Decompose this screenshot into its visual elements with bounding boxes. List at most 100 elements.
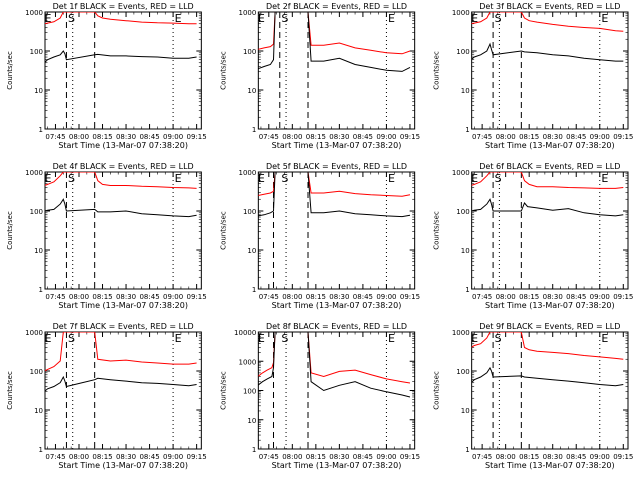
- y-tick-label: 1: [39, 126, 43, 134]
- x-tick-label: 09:00: [590, 453, 610, 461]
- events-series-line: [45, 375, 197, 392]
- y-tick-label: 100: [30, 208, 43, 216]
- x-tick-label: 08:30: [116, 133, 136, 141]
- x-tick-label: 08:15: [519, 133, 539, 141]
- x-tick-label: 09:15: [187, 293, 207, 301]
- x-tick-label: 08:00: [496, 133, 516, 141]
- x-tick-label: 09:15: [613, 293, 633, 301]
- x-tick-label: 08:30: [329, 453, 349, 461]
- x-tick-label: 09:15: [400, 453, 420, 461]
- x-tick-label: 08:15: [519, 293, 539, 301]
- saa-marker: S: [281, 12, 288, 25]
- detector-panel: Det 5f BLACK = Events, RED = LLD 1 10 100 10…: [219, 162, 420, 310]
- x-tick-label: 08:30: [543, 293, 563, 301]
- x-tick-label: 08:00: [282, 133, 302, 141]
- x-tick-label: 07:45: [45, 293, 65, 301]
- x-tick-label: 08:45: [566, 293, 586, 301]
- x-tick-label: 08:45: [139, 453, 159, 461]
- x-tick-label: 07:45: [45, 133, 65, 141]
- x-tick-label: 09:00: [163, 293, 183, 301]
- x-tick-label: 09:00: [590, 293, 610, 301]
- y-tick-label: 1000: [239, 9, 257, 17]
- lld-series-line: [471, 12, 624, 32]
- panel-title: Det 4f BLACK = Events, RED = LLD: [53, 162, 194, 171]
- x-tick-label: 09:15: [400, 293, 420, 301]
- y-axis-label: Counts/sec: [6, 211, 14, 250]
- y-tick-label: 1000: [452, 329, 470, 337]
- y-tick-label: 1000: [239, 358, 257, 366]
- detector-panel: Det 8f BLACK = Events, RED = LLD 1 10 100 10…: [219, 322, 420, 470]
- x-tick-label: 09:15: [400, 133, 420, 141]
- eclipse-marker: E: [44, 332, 51, 345]
- saa-marker: S: [281, 172, 288, 185]
- x-tick-label: 08:15: [306, 453, 326, 461]
- x-tick-label: 08:45: [353, 453, 373, 461]
- y-tick-label: 1000: [25, 329, 43, 337]
- panel-title: Det 2f BLACK = Events, RED = LLD: [266, 2, 407, 11]
- y-tick-label: 10: [461, 407, 470, 415]
- y-tick-label: 1: [465, 126, 469, 134]
- plot-frame: [44, 331, 202, 450]
- x-tick-label: 08:15: [306, 293, 326, 301]
- y-tick-label: 10: [247, 247, 256, 255]
- y-tick-label: 10: [34, 247, 43, 255]
- y-tick-label: 10: [34, 87, 43, 95]
- x-tick-label: 09:15: [187, 453, 207, 461]
- x-tick-label: 08:00: [282, 453, 302, 461]
- x-tick-label: 08:15: [306, 133, 326, 141]
- x-tick-label: 08:30: [543, 133, 563, 141]
- x-tick-label: 09:00: [163, 133, 183, 141]
- y-tick-label: 1: [252, 446, 256, 454]
- x-tick-label: 08:45: [566, 133, 586, 141]
- panel-title: Det 1f BLACK = Events, RED = LLD: [53, 2, 194, 11]
- y-tick-label: 1: [252, 126, 256, 134]
- x-tick-label: 08:00: [69, 293, 89, 301]
- x-tick-label: 09:15: [613, 133, 633, 141]
- events-series-line: [471, 42, 624, 62]
- y-tick-label: 100: [243, 48, 256, 56]
- eclipse-marker: E: [44, 172, 51, 185]
- saa-marker: S: [495, 12, 502, 25]
- y-tick-label: 10000: [234, 329, 256, 337]
- detector-panel: Det 2f BLACK = Events, RED = LLD 1 10 100 10…: [219, 2, 420, 150]
- y-tick-label: 1: [252, 286, 256, 294]
- lld-series-line: [471, 172, 624, 189]
- y-axis-label: Counts/sec: [433, 211, 441, 250]
- eclipse-marker: E: [601, 332, 608, 345]
- eclipse-marker: E: [601, 12, 608, 25]
- events-series-line: [258, 172, 411, 218]
- y-axis-label: Counts/sec: [6, 371, 14, 410]
- x-tick-label: 08:45: [566, 453, 586, 461]
- x-tick-label: 08:00: [69, 133, 89, 141]
- panel-title: Det 7f BLACK = Events, RED = LLD: [53, 322, 194, 331]
- y-tick-label: 1000: [25, 9, 43, 17]
- detector-panel: Det 9f BLACK = Events, RED = LLD 1 10 100 10…: [433, 322, 634, 470]
- panel-title: Det 3f BLACK = Events, RED = LLD: [479, 2, 620, 11]
- x-tick-label: 09:00: [163, 453, 183, 461]
- x-tick-label: 09:15: [187, 133, 207, 141]
- y-axis-label: Counts/sec: [219, 211, 227, 250]
- x-tick-label: 07:45: [259, 293, 279, 301]
- eclipse-marker: E: [388, 332, 395, 345]
- x-axis-label: Start Time (13-Mar-07 07:38:20): [58, 461, 188, 470]
- x-tick-label: 08:30: [116, 453, 136, 461]
- x-tick-label: 08:15: [519, 453, 539, 461]
- lld-series-line: [471, 332, 624, 360]
- panel-title: Det 9f BLACK = Events, RED = LLD: [479, 322, 620, 331]
- x-tick-label: 08:15: [92, 453, 112, 461]
- x-tick-label: 07:45: [45, 453, 65, 461]
- events-series-line: [45, 50, 197, 63]
- x-tick-label: 08:45: [139, 293, 159, 301]
- x-axis-label: Start Time (13-Mar-07 07:38:20): [485, 461, 615, 470]
- y-axis-label: Counts/sec: [433, 371, 441, 410]
- detector-panel: Det 1f BLACK = Events, RED = LLD 1 10 100 10…: [6, 2, 207, 150]
- events-series-line: [258, 12, 411, 72]
- x-tick-label: 07:45: [259, 453, 279, 461]
- lld-series-line: [45, 172, 197, 189]
- x-tick-label: 08:15: [92, 133, 112, 141]
- detector-panel: Det 7f BLACK = Events, RED = LLD 1 10 100 10…: [6, 322, 207, 470]
- y-tick-label: 100: [456, 368, 469, 376]
- saa-marker: S: [495, 172, 502, 185]
- x-tick-label: 08:30: [329, 293, 349, 301]
- eclipse-marker: E: [471, 332, 478, 345]
